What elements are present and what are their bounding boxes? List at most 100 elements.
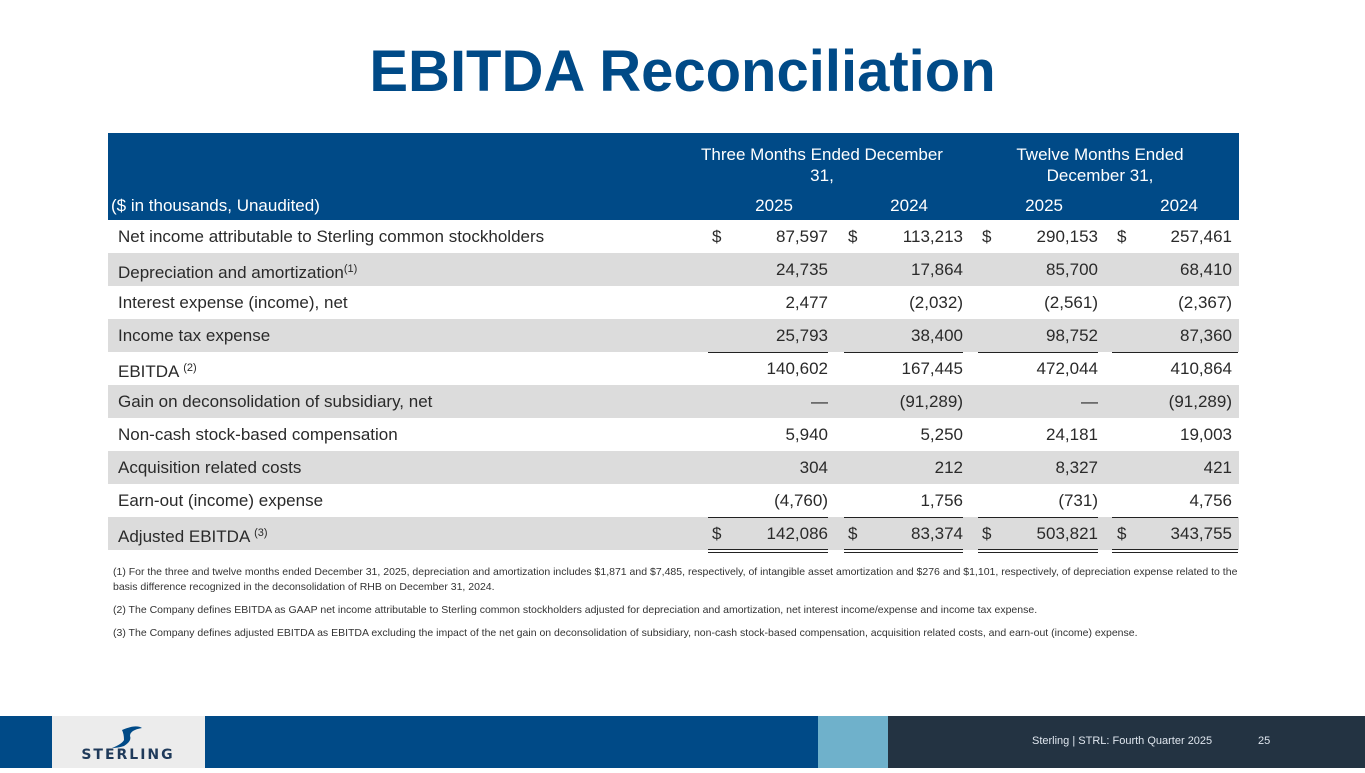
cell-value: (4,760) bbox=[774, 491, 828, 510]
table-row: Earn-out (income) expense (4,760) 1,756 (73… bbox=[108, 484, 1239, 517]
table-row: Depreciation and amortization(1) 24,735 17… bbox=[108, 253, 1239, 286]
table-row: Adjusted EBITDA (3) $142,086 $83,374 $503,8… bbox=[108, 517, 1239, 550]
year-col: 2025 bbox=[755, 196, 793, 215]
cell-value: 343,755 bbox=[1170, 524, 1232, 543]
cell-value: 503,821 bbox=[1036, 524, 1098, 543]
cell-value: 87,360 bbox=[1180, 326, 1232, 345]
cell-value: 1,756 bbox=[920, 491, 963, 510]
table-header: Three Months Ended December 31, Twelve M… bbox=[108, 133, 1239, 220]
cell-value: 167,445 bbox=[901, 359, 963, 378]
underline bbox=[1112, 552, 1238, 553]
currency-symbol: $ bbox=[982, 227, 992, 246]
cell-value: 5,250 bbox=[920, 425, 963, 444]
currency-symbol: $ bbox=[1117, 227, 1127, 246]
cell-value: 113,213 bbox=[902, 227, 963, 246]
footer-accent bbox=[818, 716, 888, 768]
cell-value: (2,561) bbox=[1044, 293, 1098, 312]
row-label: EBITDA (2) bbox=[118, 362, 197, 381]
cell-value: 24,181 bbox=[1046, 425, 1098, 444]
table-row: EBITDA (2) 140,602 167,445 472,044 410,864 bbox=[108, 352, 1239, 385]
cell-value: — bbox=[1081, 392, 1098, 411]
footnote: (3) The Company defines adjusted EBITDA … bbox=[113, 627, 1138, 639]
currency-symbol: $ bbox=[1117, 524, 1127, 543]
year-col: 2024 bbox=[1160, 196, 1198, 215]
year-col: 2025 bbox=[1025, 196, 1063, 215]
sterling-logo: STERLING bbox=[52, 716, 205, 768]
underline bbox=[708, 517, 828, 518]
underline bbox=[978, 352, 1098, 353]
underline bbox=[708, 352, 828, 353]
row-label: Adjusted EBITDA (3) bbox=[118, 527, 268, 546]
cell-value: 304 bbox=[799, 458, 828, 477]
group-three-months: Three Months Ended December 31, bbox=[701, 145, 943, 185]
cell-value: 4,756 bbox=[1189, 491, 1232, 510]
cell-value: 212 bbox=[934, 458, 963, 477]
page-number: 25 bbox=[1258, 735, 1271, 747]
cell-value: 257,461 bbox=[1170, 227, 1232, 246]
row-label: Interest expense (income), net bbox=[118, 293, 348, 312]
underline bbox=[708, 552, 828, 553]
cell-value: 472,044 bbox=[1036, 359, 1098, 378]
footer-dark bbox=[888, 716, 1365, 768]
cell-value: 25,793 bbox=[776, 326, 828, 345]
footnote: (1) For the three and twelve months ende… bbox=[113, 566, 1238, 593]
cell-value: (731) bbox=[1058, 491, 1098, 510]
cell-value: 140,602 bbox=[766, 359, 828, 378]
underline bbox=[1112, 517, 1238, 518]
page-title: EBITDA Reconciliation bbox=[369, 39, 996, 104]
currency-symbol: $ bbox=[848, 227, 858, 246]
footnote-ref: (3) bbox=[254, 527, 268, 539]
footnote-ref: (2) bbox=[183, 362, 197, 374]
group-twelve-months: Twelve Months Ended December 31, bbox=[1016, 145, 1184, 185]
underline bbox=[1112, 352, 1238, 353]
cell-value: 421 bbox=[1203, 458, 1232, 477]
year-col: 2024 bbox=[890, 196, 928, 215]
underline bbox=[978, 549, 1098, 550]
underline bbox=[844, 549, 963, 550]
cell-value: 19,003 bbox=[1180, 425, 1232, 444]
row-label: Income tax expense bbox=[118, 326, 271, 345]
cell-value: — bbox=[811, 392, 828, 411]
underline bbox=[708, 549, 828, 550]
row-label: Depreciation and amortization(1) bbox=[118, 263, 358, 282]
cell-value: 8,327 bbox=[1055, 458, 1098, 477]
cell-value: 38,400 bbox=[911, 326, 963, 345]
footnotes: (1) For the three and twelve months ende… bbox=[113, 565, 1243, 649]
currency-symbol: $ bbox=[712, 227, 722, 246]
cell-value: 5,940 bbox=[785, 425, 828, 444]
cell-value: 17,864 bbox=[911, 260, 963, 279]
units-label: ($ in thousands, Unaudited) bbox=[111, 196, 320, 215]
row-label: Gain on deconsolidation of subsidiary, n… bbox=[118, 392, 433, 411]
underline bbox=[844, 517, 963, 518]
row-label: Net income attributable to Sterling comm… bbox=[118, 227, 545, 246]
svg-text:STERLING: STERLING bbox=[81, 747, 174, 763]
cell-value: 410,864 bbox=[1170, 359, 1232, 378]
row-label: Acquisition related costs bbox=[118, 458, 302, 477]
underline bbox=[978, 517, 1098, 518]
cell-value: (2,032) bbox=[909, 293, 963, 312]
cell-value: 142,086 bbox=[766, 524, 828, 543]
underline bbox=[844, 552, 963, 553]
footer-caption: Sterling | STRL: Fourth Quarter 2025 bbox=[1032, 735, 1213, 747]
table-row: Income tax expense 25,793 38,400 98,752 87,3… bbox=[108, 319, 1239, 352]
underline bbox=[978, 552, 1098, 553]
table-row: Interest expense (income), net 2,477 (2,03… bbox=[108, 286, 1239, 319]
cell-value: 68,410 bbox=[1180, 260, 1232, 279]
cell-value: 87,597 bbox=[776, 227, 828, 246]
table-row: Net income attributable to Sterling comm… bbox=[108, 220, 1239, 253]
footnote-ref: (1) bbox=[343, 263, 358, 275]
cell-value: (2,367) bbox=[1178, 293, 1232, 312]
cell-value: 2,477 bbox=[785, 293, 828, 312]
table-row: Non-cash stock-based compensation 5,940 5,… bbox=[108, 418, 1239, 451]
cell-value: 85,700 bbox=[1046, 260, 1098, 279]
row-label: Earn-out (income) expense bbox=[118, 491, 324, 510]
footnote: (2) The Company defines EBITDA as GAAP n… bbox=[113, 604, 1038, 616]
currency-symbol: $ bbox=[982, 524, 992, 543]
underline bbox=[844, 352, 963, 353]
cell-value: 290,153 bbox=[1036, 227, 1098, 246]
underline bbox=[1112, 549, 1238, 550]
cell-value: 24,735 bbox=[776, 260, 828, 279]
currency-symbol: $ bbox=[848, 524, 858, 543]
table-row: Gain on deconsolidation of subsidiary, n… bbox=[108, 385, 1239, 418]
cell-value: 83,374 bbox=[911, 524, 963, 543]
